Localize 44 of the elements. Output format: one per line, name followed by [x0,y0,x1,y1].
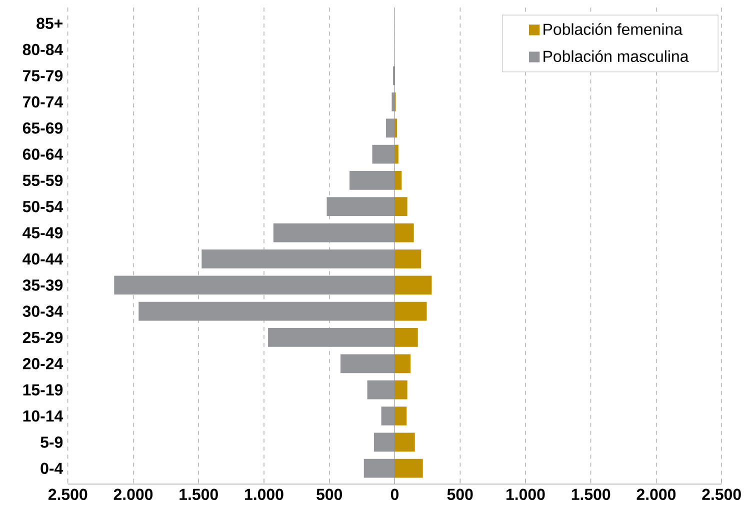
y-tick-label: 55-59 [22,174,63,186]
x-tick-label: 0 [390,488,399,500]
y-tick-label: 70-74 [23,96,64,108]
x-tick-label: 2.000 [114,488,153,500]
y-tick-label: 85+ [36,18,63,30]
y-tick-label: 45-49 [22,227,63,238]
y-tick-label: 0-4 [40,462,64,474]
bar [394,250,422,268]
y-tick-label: 25-29 [22,332,63,344]
x-tick-label: 1.500 [180,488,218,500]
bar [394,276,432,295]
x-tick-label: 2.500 [48,488,88,500]
x-tick-label: 2.500 [702,488,741,500]
x-tick-label: 1.500 [572,488,610,500]
y-tick-label: 30-34 [22,306,64,317]
bar [394,380,408,400]
bar [394,406,407,426]
bar [394,432,415,452]
bar [394,197,408,216]
y-tick-label: 50-54 [22,200,64,212]
x-tick-label: 500 [447,488,473,500]
bar [394,223,414,242]
y-tick-label: 20-24 [22,358,64,370]
y-tick-label: 10-14 [23,410,64,422]
legend-label: Población femenina [544,23,683,35]
legend-label: Población masculina [544,50,689,62]
x-tick-label: 1.000 [506,488,545,500]
y-tick-label: 35-39 [22,279,63,291]
bar [394,328,418,347]
x-tick-label: 1.000 [245,488,284,500]
y-tick-label: 5-9 [40,436,63,448]
bar [394,144,398,164]
bar [394,170,402,190]
bar [394,458,423,478]
x-tick-label: 2.000 [636,488,676,500]
y-tick-label: 80-84 [22,44,64,56]
bar [394,302,427,321]
y-tick-label: 65-69 [22,122,63,134]
bar [394,354,411,374]
y-tick-label: 40-44 [22,253,64,265]
y-tick-label: 15-19 [23,384,63,396]
y-tick-label: 60-64 [22,148,64,160]
y-tick-label: 75-79 [23,70,63,82]
x-tick-label: 500 [316,488,342,500]
